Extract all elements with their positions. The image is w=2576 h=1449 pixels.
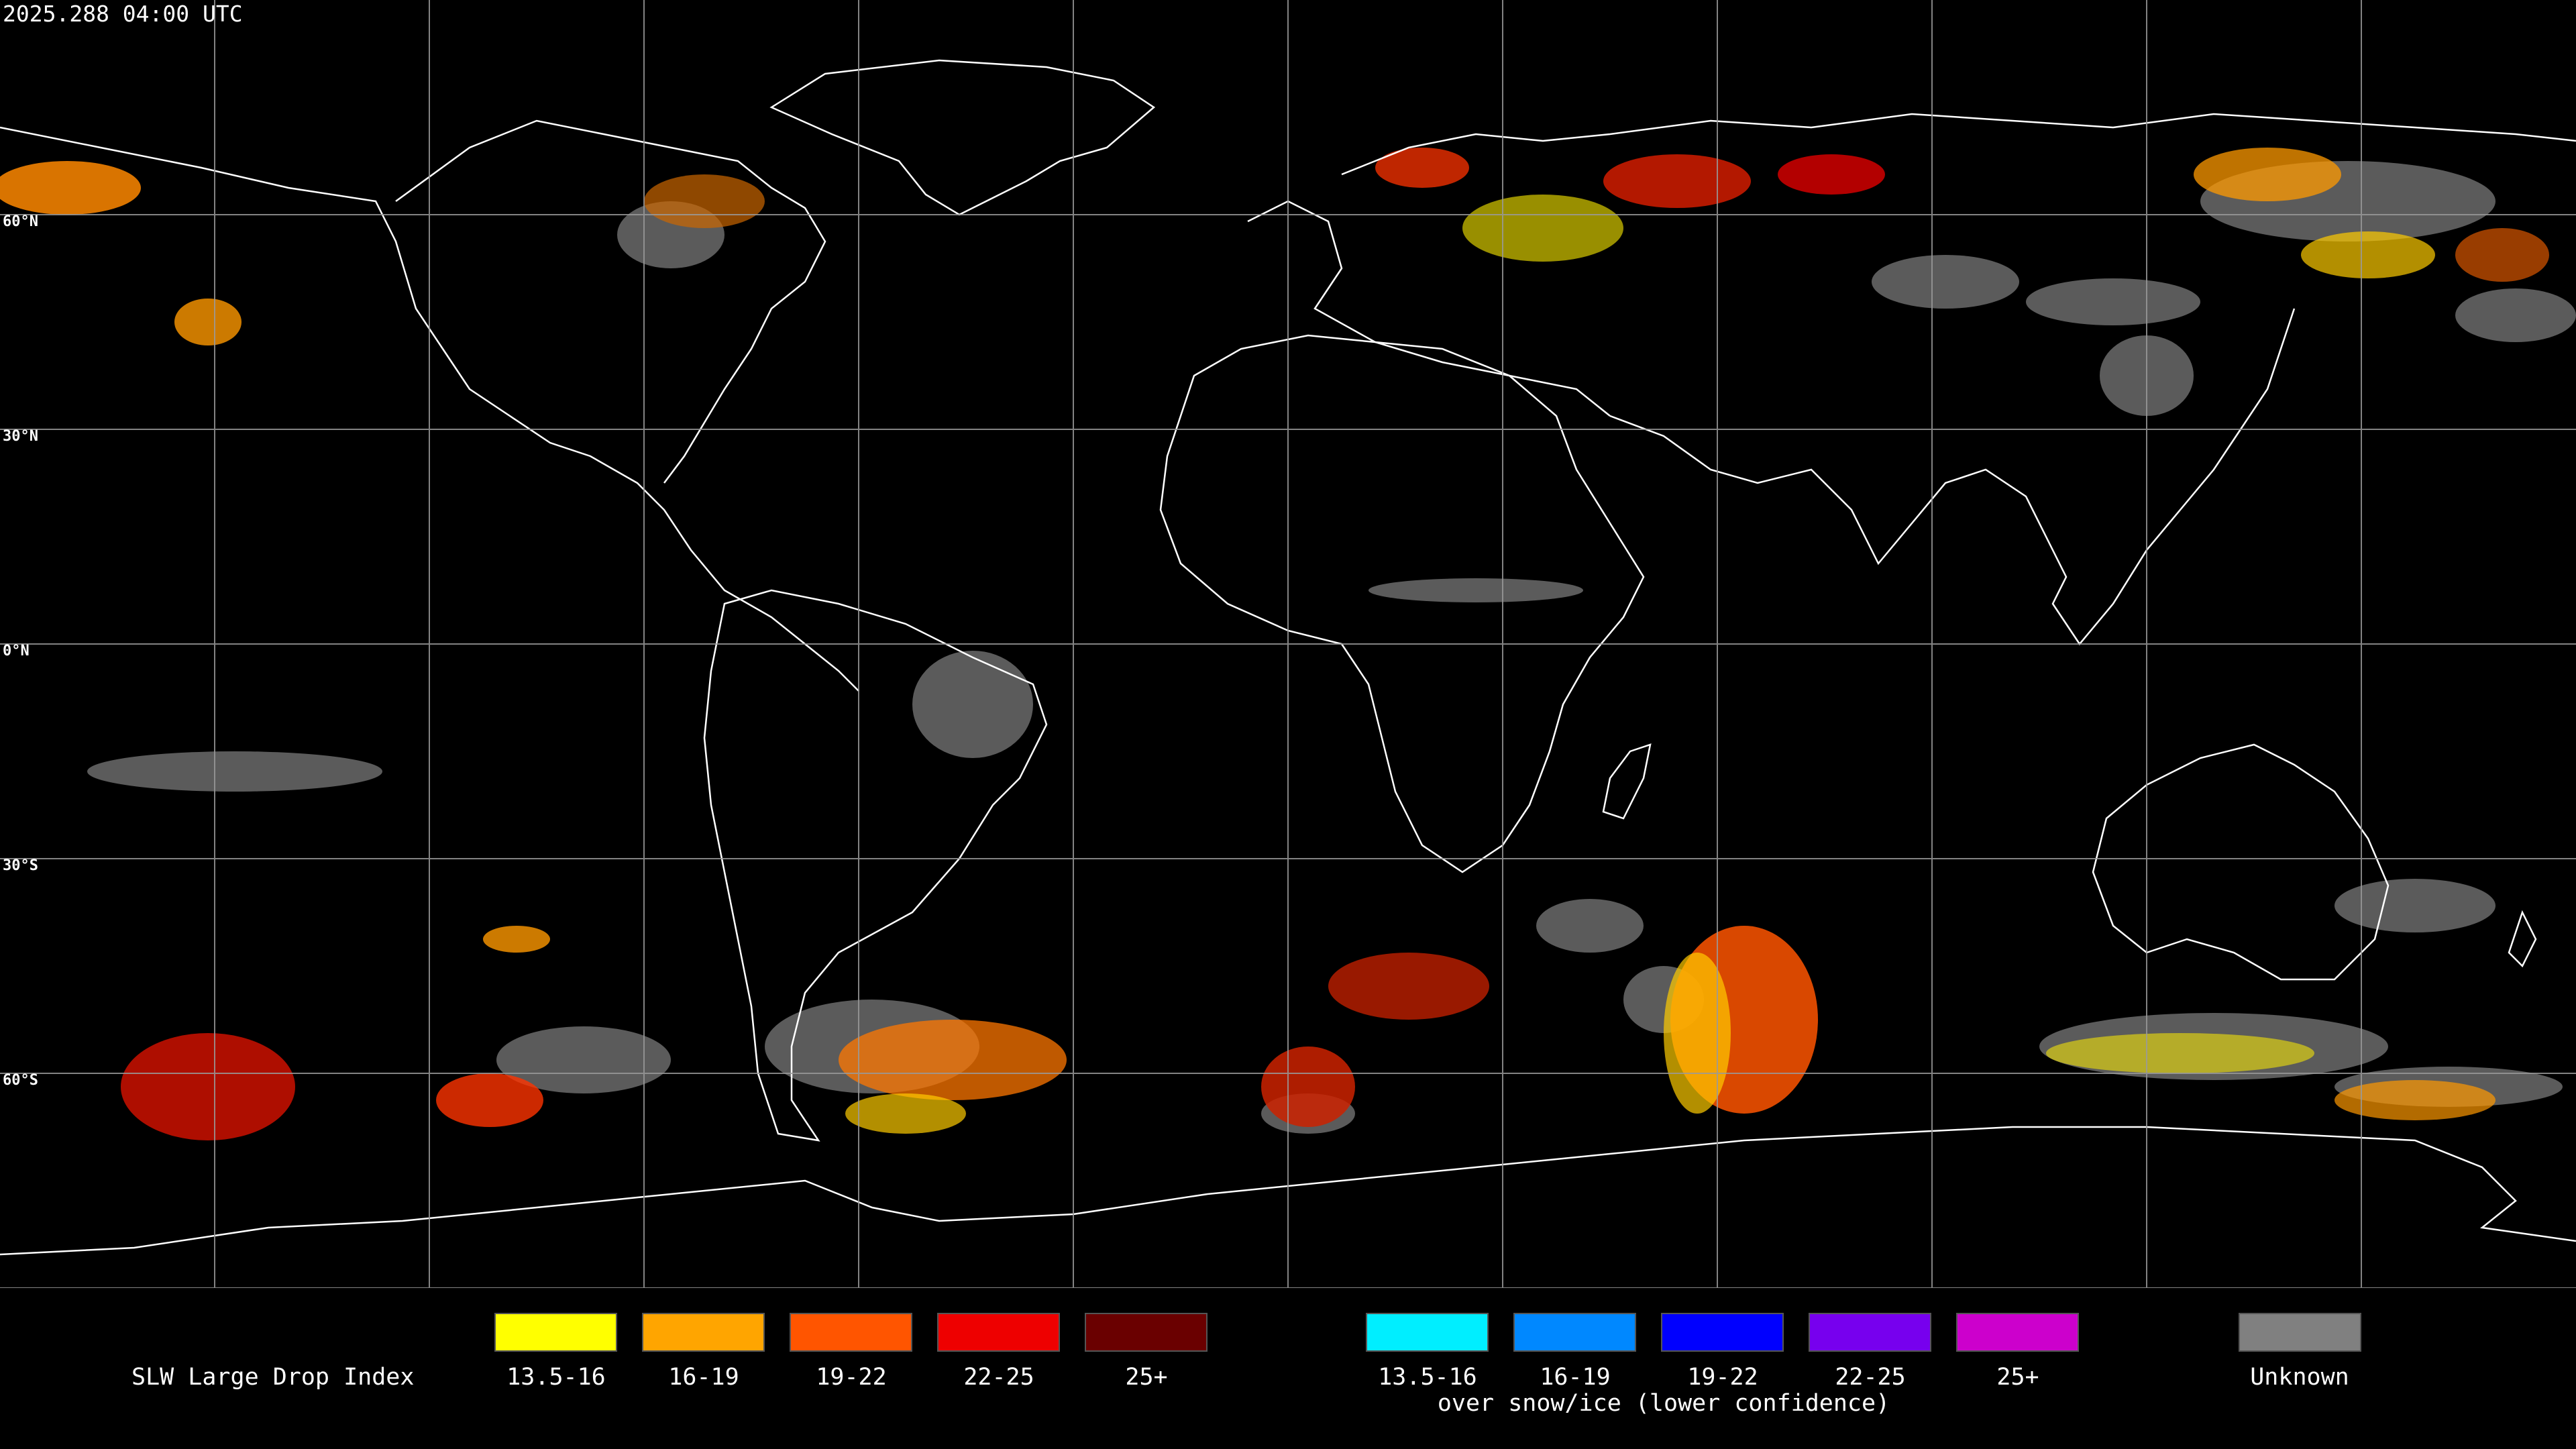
cold-label-3: 22-25 [1835, 1364, 1906, 1391]
lat-lon-grid [0, 0, 2576, 1288]
lat-label-30n: 30°N [3, 428, 38, 445]
lat-label-60n: 60°N [3, 213, 38, 230]
cold-swatch-1 [1513, 1313, 1636, 1352]
slw-cloud-areas [0, 148, 2549, 1140]
warm-label-0: 13.5-16 [506, 1364, 606, 1391]
warm-label-1: 16-19 [668, 1364, 739, 1391]
lat-label-30s: 30°S [3, 857, 38, 874]
cold-swatch-3 [1809, 1313, 1931, 1352]
warm-label-3: 22-25 [963, 1364, 1034, 1391]
cold-label-1: 16-19 [1540, 1364, 1611, 1391]
cold-swatch-4 [1956, 1313, 2079, 1352]
legend-title: SLW Large Drop Index [131, 1364, 415, 1391]
warm-label-4: 25+ [1125, 1364, 1168, 1391]
cold-label-0: 13.5-16 [1378, 1364, 1477, 1391]
legend-panel [0, 1288, 2576, 1449]
cold-swatch-2 [1661, 1313, 1784, 1352]
warm-swatch-1 [642, 1313, 765, 1352]
warm-swatch-2 [790, 1313, 912, 1352]
lat-label-0n: 0°N [3, 643, 30, 659]
unknown-label: Unknown [2250, 1364, 2349, 1391]
lat-label-60s: 60°S [3, 1072, 38, 1089]
world-map [0, 0, 2576, 1288]
timestamp: 2025.288 04:00 UTC [3, 1, 243, 27]
snow-ice-caption: over snow/ice (lower confidence) [1437, 1390, 1890, 1417]
warm-label-2: 19-22 [816, 1364, 887, 1391]
cold-swatch-0 [1366, 1313, 1489, 1352]
warm-swatch-0 [494, 1313, 617, 1352]
warm-swatch-4 [1085, 1313, 1208, 1352]
cold-label-4: 25+ [1996, 1364, 2039, 1391]
warm-swatch-3 [937, 1313, 1060, 1352]
unknown-swatch [2239, 1313, 2361, 1352]
cold-label-2: 19-22 [1687, 1364, 1758, 1391]
